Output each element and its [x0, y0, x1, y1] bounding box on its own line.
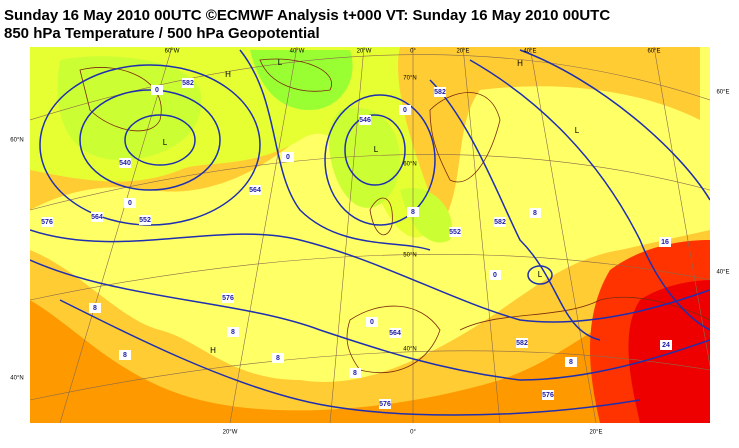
- temperature-label-box: [565, 357, 577, 367]
- temperature-label: 16: [661, 239, 669, 246]
- temperature-label: 0: [493, 272, 497, 279]
- contour-label-box: [91, 212, 103, 222]
- contour-label: 552: [449, 229, 461, 236]
- temperature-label-box: [272, 353, 284, 363]
- longitude-label: 40°E: [523, 49, 536, 55]
- temperature-label-box: [399, 105, 411, 115]
- contour-label: 582: [434, 89, 446, 96]
- temperature-label: 8: [231, 329, 235, 336]
- temperature-label: 0: [286, 154, 290, 161]
- map-title: Sunday 16 May 2010 00UTC ©ECMWF Analysis…: [4, 7, 610, 24]
- longitude-label: 20°W: [223, 430, 238, 436]
- temperature-label: 8: [569, 359, 573, 366]
- longitude-label: 60°W: [165, 49, 180, 55]
- contour-label-box: [41, 217, 53, 227]
- map-area: [30, 47, 710, 423]
- longitude-label: 40°E: [716, 270, 729, 276]
- contour-label-box: [222, 293, 234, 303]
- latitude-label: 70°N: [403, 76, 416, 82]
- contour-label-box: [359, 115, 371, 125]
- pressure-center: L: [163, 138, 168, 147]
- contour-label-box: [182, 78, 194, 88]
- temperature-label-box: [366, 317, 378, 327]
- latitude-label: 40°N: [403, 347, 416, 353]
- temperature-label: 0: [370, 319, 374, 326]
- temperature-label-box: [119, 350, 131, 360]
- contour-label: 576: [41, 219, 53, 226]
- temperature-label-box: [407, 207, 419, 217]
- contour-label: 546: [359, 117, 371, 124]
- temperature-label: 8: [353, 370, 357, 377]
- contour-label: 564: [249, 187, 261, 194]
- pressure-center: H: [225, 70, 231, 79]
- latitude-label: 40°N: [10, 376, 23, 382]
- pressure-center: H: [210, 346, 216, 355]
- contour-label-box: [494, 217, 506, 227]
- temperature-label-box: [124, 198, 136, 208]
- map-subtitle: 850 hPa Temperature / 500 hPa Geopotenti…: [4, 25, 320, 42]
- contour-label-box: [434, 87, 446, 97]
- temperature-label: 8: [276, 355, 280, 362]
- temperature-label-box: [227, 327, 239, 337]
- contour-label-box: [249, 185, 261, 195]
- temperature-label: 0: [128, 200, 132, 207]
- longitude-label: 20°E: [456, 49, 469, 55]
- contour-label: 552: [139, 217, 151, 224]
- contour-label: 576: [379, 401, 391, 408]
- temperature-label-box: [489, 270, 501, 280]
- temperature-label: 8: [123, 352, 127, 359]
- temperature-label-box: [282, 152, 294, 162]
- contour-label: 576: [222, 295, 234, 302]
- pressure-center: L: [538, 270, 543, 279]
- contour-label: 564: [91, 214, 103, 221]
- temperature-label: 0: [155, 87, 159, 94]
- temperature-label: 8: [93, 305, 97, 312]
- temperature-label-box: [660, 340, 672, 350]
- contour-label-box: [389, 328, 401, 338]
- temperature-label: 8: [533, 210, 537, 217]
- pressure-center: L: [575, 126, 580, 135]
- contour-label-box: [379, 399, 391, 409]
- contour-label: 540: [119, 160, 131, 167]
- longitude-label: 20°E: [589, 430, 602, 436]
- longitude-label: 0°: [410, 430, 416, 436]
- pressure-center: H: [517, 59, 523, 68]
- contour-label: 582: [516, 340, 528, 347]
- latitude-label: 50°N: [403, 253, 416, 259]
- longitude-label: 40°W: [290, 49, 305, 55]
- longitude-label: 20°W: [357, 49, 372, 55]
- longitude-label: 0°: [410, 49, 416, 55]
- graticule: [30, 47, 710, 423]
- contour-label: 576: [542, 392, 554, 399]
- temperature-label-box: [659, 237, 671, 247]
- contour-label-box: [119, 158, 131, 168]
- temperature-label: 24: [662, 342, 670, 349]
- contour-label-box: [139, 215, 151, 225]
- temperature-label: 0: [403, 107, 407, 114]
- temperature-label-box: [89, 303, 101, 313]
- contour-label-box: [449, 227, 461, 237]
- longitude-label: 60°E: [716, 90, 729, 96]
- temperature-label-box: [529, 208, 541, 218]
- contour-label-box: [542, 390, 554, 400]
- latitude-label: 60°N: [10, 138, 23, 144]
- contour-label: 582: [182, 80, 194, 87]
- temperature-label: 8: [411, 209, 415, 216]
- latitude-label: 60°N: [403, 162, 416, 168]
- contour-label-box: [516, 338, 528, 348]
- temperature-label-box: [151, 85, 163, 95]
- isohypses: [30, 49, 710, 416]
- longitude-label: 60°E: [647, 49, 660, 55]
- contour-label: 564: [389, 330, 401, 337]
- temperature-label-box: [349, 368, 361, 378]
- pressure-center: L: [278, 58, 283, 67]
- pressure-center: L: [374, 145, 379, 154]
- contour-label: 582: [494, 219, 506, 226]
